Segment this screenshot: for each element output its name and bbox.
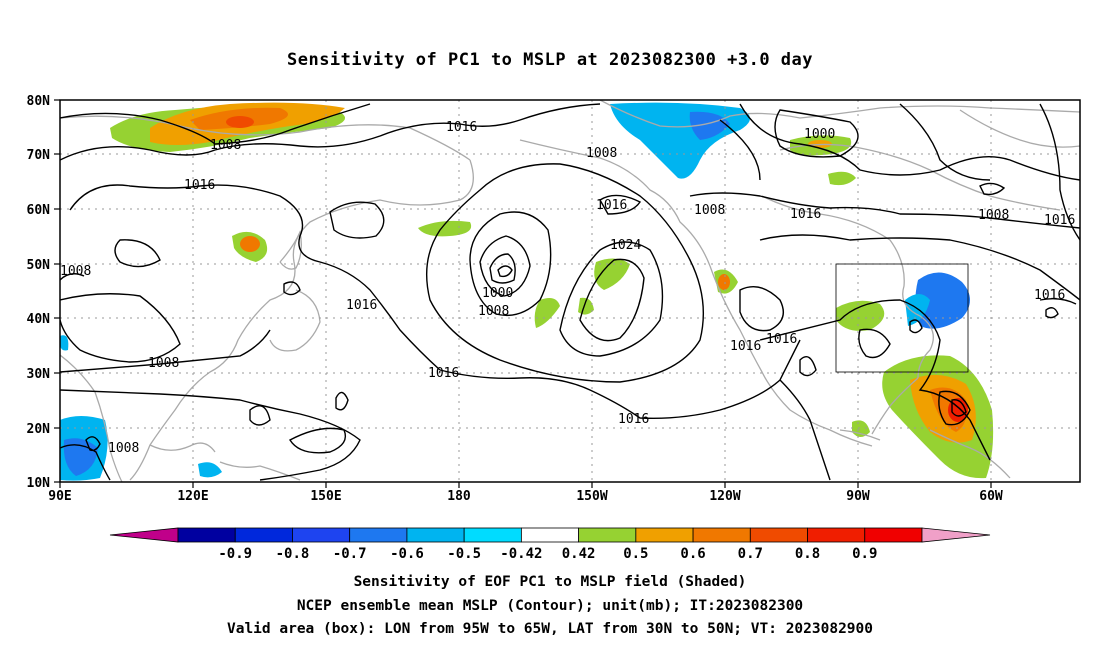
latitude-labels: 80N 70N 60N 50N 40N 30N 20N 10N: [27, 94, 51, 491]
lat-label-40n: 40N: [27, 312, 51, 327]
colorbar-label: 0.5: [623, 546, 648, 562]
colorbar-label: 0.8: [795, 546, 820, 562]
contour-label: 1008: [694, 203, 725, 218]
shade-blue-small: [60, 335, 69, 351]
longitude-labels: 90E 120E 150E 180 150W 120W 90W 60W: [48, 489, 1003, 504]
lat-label-50n: 50N: [27, 258, 51, 273]
colorbar-label: -0.42: [500, 546, 542, 562]
colorbar-label: 0.7: [738, 546, 763, 562]
shade-green-pacific-2: [534, 298, 560, 328]
shade-green-north-pacific: [594, 258, 630, 290]
lon-label-120e: 120E: [177, 489, 208, 504]
contour-label: 1008: [478, 304, 509, 319]
contour-label: 1008: [586, 146, 617, 161]
contour-label: 1008: [210, 138, 241, 153]
lat-label-70n: 70N: [27, 148, 51, 163]
caption-shaded: Sensitivity of EOF PC1 to MSLP field (Sh…: [353, 574, 747, 590]
caption-valid-area: Valid area (box): LON from 95W to 65W, L…: [226, 621, 873, 637]
colorbar-labels: -0.9 -0.8 -0.7 -0.6 -0.5 -0.42 0.42 0.5 0.6 0.7 0.…: [218, 546, 877, 562]
shade-blue-scs: [198, 462, 222, 478]
contour-label: 1024: [610, 238, 641, 253]
colorbar-label: 0.9: [852, 546, 877, 562]
colorbar-label: -0.9: [218, 546, 252, 562]
contour-label: 1016: [446, 120, 477, 135]
contour-label: 1016: [1044, 213, 1075, 228]
contour-label: 1016: [346, 298, 377, 313]
shade-green-arctic-e2: [828, 171, 856, 186]
colorbar-segment: [921, 527, 991, 543]
lat-label-20n: 20N: [27, 422, 51, 437]
caption-contour: NCEP ensemble mean MSLP (Contour); unit(…: [296, 598, 804, 614]
lat-lon-grid: [60, 100, 1080, 482]
contour-label: 1016: [618, 412, 649, 427]
lon-label-90e: 90E: [48, 489, 71, 504]
colorbar-label: -0.5: [447, 546, 481, 562]
lon-label-150w: 150W: [576, 489, 607, 504]
map-title: Sensitivity of PC1 to MSLP at 2023082300…: [286, 50, 813, 70]
contour-labels: 1016 1008 1016 1008 1000 1008 1016 1008 …: [60, 120, 1075, 456]
colorbar-label: -0.7: [333, 546, 367, 562]
contour-label: 1008: [978, 208, 1009, 223]
lon-label-180: 180: [447, 489, 471, 504]
lon-label-120w: 120W: [709, 489, 740, 504]
shade-orange-japan: [240, 236, 260, 252]
shade-orange-west-coast: [718, 274, 730, 290]
shade-red-arctic-w: [226, 116, 254, 128]
sensitivity-shading: [60, 102, 994, 481]
colorbar-segment: [109, 527, 179, 543]
contour-label: 1000: [482, 286, 513, 301]
valid-area-box: [835, 263, 969, 373]
colorbar-label: -0.8: [276, 546, 310, 562]
contour-label: 1016: [428, 366, 459, 381]
coastlines: [60, 100, 1080, 482]
contour-label: 1008: [108, 441, 139, 456]
colorbar: [109, 527, 991, 543]
contour-label: 1016: [766, 332, 797, 347]
shade-blue2-arctic: [689, 111, 730, 140]
colorbar-segment: [177, 527, 236, 543]
lat-label-30n: 30N: [27, 367, 51, 382]
lat-label-80n: 80N: [27, 94, 51, 109]
lat-label-60n: 60N: [27, 203, 51, 218]
colorbar-segment: [349, 527, 408, 543]
colorbar-label: 0.6: [680, 546, 705, 562]
map-frame: [59, 99, 1081, 483]
colorbar-label: 0.42: [562, 546, 596, 562]
mslp-contours: [60, 103, 1080, 481]
contour-label: 1016: [1034, 288, 1065, 303]
shade-blue-us-east: [915, 272, 970, 329]
contour-label: 1000: [804, 127, 835, 142]
colorbar-segment: [578, 527, 637, 543]
axis-ticks: [54, 99, 992, 488]
lat-label-10n: 10N: [27, 476, 51, 491]
colorbar-segment: [463, 527, 522, 543]
colorbar-label: -0.6: [390, 546, 424, 562]
shade-lightblue-us-east: [905, 294, 930, 326]
contour-label: 1008: [60, 264, 91, 279]
colorbar-segment: [864, 527, 923, 543]
contour-label: 1008: [148, 356, 179, 371]
contour-label: 1016: [184, 178, 215, 193]
colorbar-segment: [520, 527, 580, 543]
shade-green-dateline: [418, 220, 472, 237]
contour-label: 1016: [790, 207, 821, 222]
lon-label-60w: 60W: [979, 489, 1003, 504]
shade-green-great-lakes: [836, 300, 885, 331]
colorbar-segment: [807, 527, 866, 543]
lon-label-90w: 90W: [846, 489, 870, 504]
contour-label: 1016: [596, 198, 627, 213]
colorbar-segment: [292, 527, 351, 543]
colorbar-segment: [406, 527, 465, 543]
colorbar-segment: [635, 527, 694, 543]
colorbar-segment: [749, 527, 808, 543]
colorbar-segment: [234, 527, 293, 543]
contour-label: 1016: [730, 339, 761, 354]
colorbar-segment: [692, 527, 751, 543]
lon-label-150e: 150E: [310, 489, 341, 504]
